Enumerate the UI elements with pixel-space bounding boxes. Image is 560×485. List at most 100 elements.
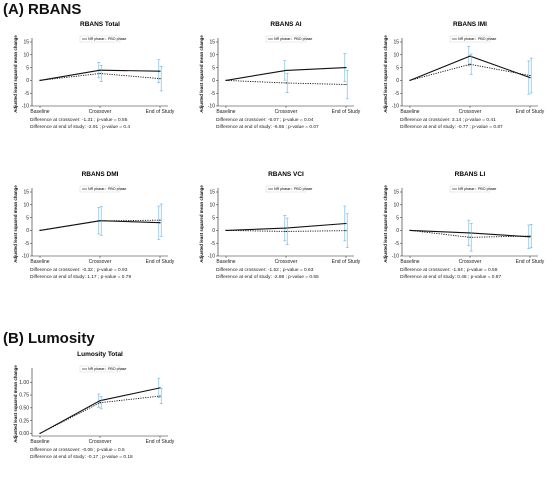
x-tick-label: Baseline <box>216 109 235 115</box>
y-tick-label: 0 <box>26 78 29 84</box>
y-tick-label: 10 <box>23 53 29 59</box>
legend <box>265 185 307 193</box>
y-tick-label: 15 <box>209 190 215 196</box>
difference-note: Difference at crossover: -0.06 ; p-value… <box>30 447 125 453</box>
difference-note: Difference at end of study: -2.91 ; p-va… <box>30 124 130 130</box>
y-tick-label: 0 <box>396 78 399 84</box>
x-tick-label: Crossover <box>89 259 112 265</box>
y-tick-label: 0.50 <box>19 406 29 412</box>
series-line-nr-phase <box>39 220 161 231</box>
chart-lumosity-total: Lumosity Total Adjusted least squared mea… <box>13 351 175 460</box>
y-tick-label: 0 <box>396 228 399 234</box>
y-tick-label: 0 <box>212 228 215 234</box>
y-tick-label: -5 <box>395 241 400 247</box>
x-tick-label: End of Study <box>332 109 361 115</box>
y-tick-label: 15 <box>393 40 399 46</box>
chart-title: RBANS DMI <box>82 171 119 178</box>
y-tick-label: 5 <box>212 215 215 221</box>
difference-note: Difference at crossover: 3.14 ; p-value … <box>400 117 496 123</box>
y-tick-label: -10 <box>22 254 29 260</box>
legend-label: NR phase <box>458 37 474 41</box>
data-point <box>409 229 411 231</box>
y-tick-label: -5 <box>395 91 400 97</box>
data-point <box>345 222 347 225</box>
series-line-nr-phase <box>225 67 347 81</box>
chart-rbans-ai: RBANS AI Adjusted least squared mean chan… <box>199 21 361 130</box>
series-line-pbo-phase <box>409 63 531 81</box>
chart-title: RBANS AI <box>270 21 301 28</box>
series-line-nr-phase <box>409 229 531 238</box>
data-point <box>285 82 287 84</box>
chart-title: RBANS VCI <box>268 171 304 178</box>
y-axis-label: Adjusted least squared mean change <box>383 185 388 263</box>
y-axis-label: Adjusted least squared mean change <box>199 35 204 113</box>
difference-note: Difference at end of study: -2.88 ; p-va… <box>216 274 319 280</box>
section-b-title: (B) Lumosity <box>3 330 95 347</box>
chart-title: RBANS LI <box>455 171 486 178</box>
y-tick-label: 0 <box>212 78 215 84</box>
data-point <box>529 74 531 77</box>
data-point <box>345 67 347 69</box>
data-point <box>529 235 531 237</box>
chart-rbans-imi: RBANS IMI Adjusted least squared mean cha… <box>383 21 545 130</box>
legend-label: PBO phase <box>108 187 126 191</box>
x-tick-label: Crossover <box>459 259 482 265</box>
y-tick-label: 10 <box>393 203 399 209</box>
data-point <box>39 79 41 81</box>
y-axis-label: Adjusted least squared mean change <box>13 185 18 263</box>
data-point <box>469 55 471 57</box>
difference-note: Difference at crossover: -1.52 ; p-value… <box>216 267 314 273</box>
y-tick-label: -10 <box>208 254 215 260</box>
x-tick-label: Crossover <box>275 259 298 265</box>
legend <box>265 35 307 43</box>
difference-note: Difference at end of study: -0.77 ; p-va… <box>400 124 503 130</box>
series-line-nr-phase <box>39 69 161 81</box>
y-axis-label: Adjusted least squared mean change <box>199 185 204 263</box>
y-tick-label: -5 <box>25 241 30 247</box>
y-tick-label: 0.75 <box>19 393 29 399</box>
legend <box>449 35 491 43</box>
data-point <box>345 230 347 232</box>
difference-note: Difference at end of study: 0.48 ; p-val… <box>400 274 501 280</box>
data-point <box>159 70 161 72</box>
data-point <box>529 76 531 79</box>
x-tick-label: Baseline <box>216 259 235 265</box>
data-point <box>99 69 101 71</box>
legend <box>79 35 121 43</box>
y-tick-label: 10 <box>209 203 215 209</box>
legend-label: NR phase <box>274 37 290 41</box>
difference-note: Difference at crossover: -0.32 ; p-value… <box>30 267 128 273</box>
y-tick-label: 15 <box>23 190 29 196</box>
x-tick-label: Baseline <box>400 259 419 265</box>
y-tick-label: 0.25 <box>19 418 29 424</box>
x-tick-label: End of Study <box>146 439 175 445</box>
data-point <box>159 395 161 397</box>
data-point <box>159 222 161 224</box>
y-tick-label: -5 <box>211 91 216 97</box>
chart-rbans-dmi: RBANS DMI Adjusted least squared mean cha… <box>13 171 175 280</box>
data-point <box>285 230 287 233</box>
data-point <box>99 400 101 402</box>
x-tick-label: Crossover <box>275 109 298 115</box>
y-tick-label: 5 <box>396 65 399 71</box>
x-tick-label: End of Study <box>516 109 545 115</box>
legend-label: NR phase <box>88 367 104 371</box>
legend-label: NR phase <box>88 187 104 191</box>
x-tick-label: Crossover <box>89 439 112 445</box>
y-tick-label: 5 <box>26 65 29 71</box>
data-point <box>285 69 287 72</box>
y-tick-label: -5 <box>211 241 216 247</box>
y-tick-label: -5 <box>25 91 30 97</box>
difference-note: Difference at crossover: -1.31 ; p-value… <box>30 117 128 123</box>
chart-rbans-vci: RBANS VCI Adjusted least squared mean cha… <box>199 171 361 280</box>
y-tick-label: 15 <box>209 40 215 46</box>
legend-label: PBO phase <box>294 187 312 191</box>
legend <box>79 185 121 193</box>
y-tick-label: 10 <box>23 203 29 209</box>
legend-label: NR phase <box>88 37 104 41</box>
y-tick-label: -10 <box>392 104 399 110</box>
y-axis-label: Adjusted least squared mean change <box>13 365 18 443</box>
data-point <box>159 219 161 221</box>
data-point <box>345 83 347 86</box>
legend <box>449 185 491 193</box>
